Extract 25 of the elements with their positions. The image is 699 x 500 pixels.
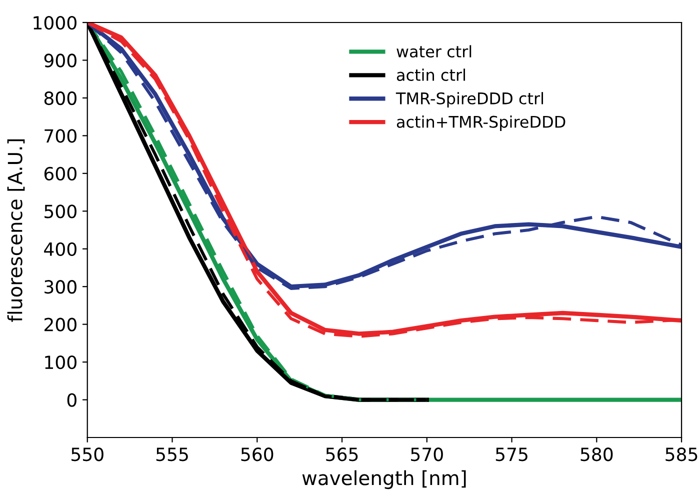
y-tick-label: 0 — [67, 393, 76, 407]
x-tick-label: 550 — [72, 448, 104, 462]
x-tick-label: 585 — [666, 448, 698, 462]
x-tick-label: 565 — [326, 448, 358, 462]
y-tick-label: 300 — [44, 280, 76, 294]
x-tick-label: 570 — [411, 448, 443, 462]
y-tick-label: 100 — [45, 356, 76, 370]
y-axis-title: fluorescence [A.U.] — [7, 139, 25, 322]
y-tick-label: 1000 — [34, 16, 76, 30]
x-tick-label: 580 — [580, 448, 613, 462]
legend-label: TMR-SpireDDD ctrl — [396, 92, 543, 108]
y-tick-label: 600 — [44, 166, 76, 181]
x-axis-title: wavelength [nm] — [302, 470, 466, 490]
y-tick-label: 500 — [44, 204, 76, 218]
x-tick-label: 560 — [241, 448, 274, 462]
legend-label: actin ctrl — [396, 68, 465, 81]
y-tick-label: 800 — [44, 91, 76, 106]
y-tick-label: 700 — [44, 129, 76, 143]
x-tick-label: 575 — [496, 448, 528, 462]
y-tick-label: 400 — [44, 242, 76, 256]
legend-label: water ctrl — [396, 45, 472, 58]
y-tick-label: 200 — [44, 318, 76, 332]
y-tick-label: 900 — [44, 54, 76, 68]
x-tick-label: 555 — [156, 448, 188, 462]
legend-label: actin+TMR-SpireDDD — [396, 116, 566, 131]
